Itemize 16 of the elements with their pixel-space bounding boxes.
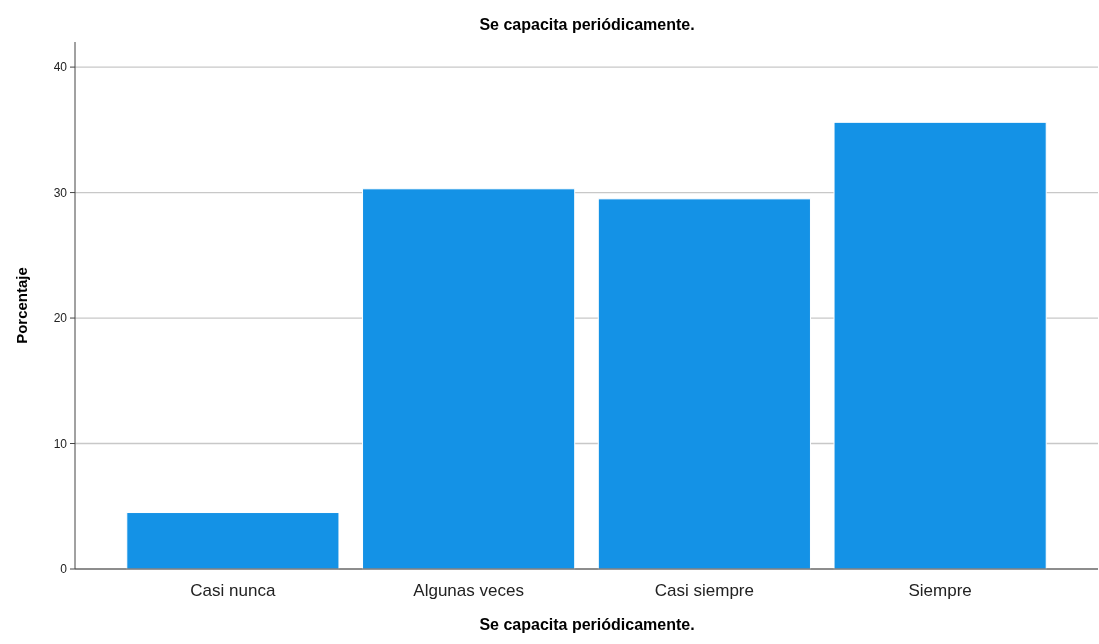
bar bbox=[362, 188, 576, 570]
x-tick-label: Algunas veces bbox=[413, 581, 524, 600]
x-tick-label: Siempre bbox=[908, 581, 972, 600]
y-tick-label: 10 bbox=[53, 436, 68, 451]
bar bbox=[833, 121, 1047, 570]
y-tick-label: 20 bbox=[53, 311, 68, 326]
y-tick-label: 30 bbox=[53, 185, 68, 200]
x-tick-label: Casi nunca bbox=[190, 581, 276, 600]
chart-title: Se capacita periódicamente. bbox=[479, 16, 695, 33]
y-tick-label: 40 bbox=[53, 60, 68, 75]
y-tick-label: 0 bbox=[60, 562, 68, 577]
bar bbox=[597, 198, 811, 570]
bar bbox=[126, 512, 340, 570]
y-axis-title: Porcentaje bbox=[13, 267, 30, 344]
x-tick-label: Casi siempre bbox=[654, 581, 754, 600]
x-axis-title: Se capacita periódicamente. bbox=[479, 616, 695, 633]
